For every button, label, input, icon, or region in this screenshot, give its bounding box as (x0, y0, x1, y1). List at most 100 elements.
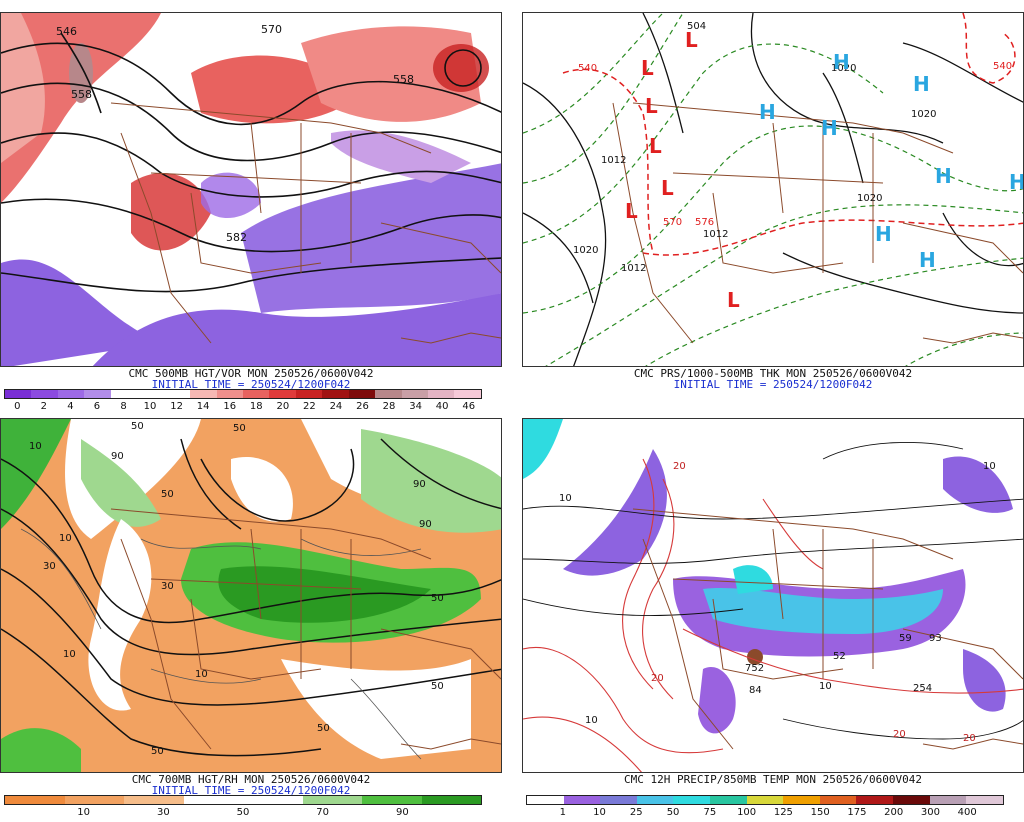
pressure-map-graphic: 540 1020 1012 1020 1012 570 576 1012 102… (523, 13, 1023, 366)
colorbar-tick-label: 8 (120, 401, 127, 412)
low-pressure-center: L (625, 199, 638, 223)
contour-label: 540 (993, 61, 1012, 72)
colorbar-swatch (242, 390, 270, 398)
colorbar-tick-label: 50 (666, 807, 680, 818)
panel-700mb-humidity: 10 50 90 50 10 30 50 90 50 10 50 30 50 1… (0, 418, 502, 822)
colorbar-swatch (137, 390, 164, 398)
low-pressure-center: L (685, 28, 698, 52)
contour-label: 504 (687, 21, 706, 32)
colorbar-tick-label: 28 (382, 401, 396, 412)
colorbar-swatch (375, 390, 402, 398)
colorbar-tick-label: 26 (356, 401, 369, 412)
contour-label: 10 (585, 715, 598, 726)
contour-label: 90 (419, 519, 432, 530)
high-pressure-center: H (919, 248, 936, 272)
contour-label: 50 (317, 723, 330, 734)
low-pressure-center: L (645, 94, 658, 118)
contour-label: 10 (29, 441, 42, 452)
low-pressure-center: L (641, 56, 654, 80)
vorticity-colorbar-ticks: 0 2 4 6 8 10 12 14 16 18 20 22 24 26 28 34 40 46 (0, 401, 502, 415)
panel-title: CMC 500MB HGT/VOR MON 250526/0600V042 (128, 367, 374, 380)
contour-label: 1020 (573, 245, 598, 256)
contour-label: 10 (983, 461, 996, 472)
colorbar-tick-label: 150 (810, 807, 830, 818)
colorbar-swatch (563, 796, 601, 804)
colorbar-swatch (428, 390, 455, 398)
panel-precip-850mb-temp: 20 10 20 10 20 10 20 10 752 84 254 52 59… (522, 418, 1024, 822)
colorbar-swatch (64, 796, 124, 804)
contour-label: 50 (431, 593, 444, 604)
contour-label: 20 (963, 733, 976, 744)
contour-label: 30 (43, 561, 56, 572)
colorbar-tick-label: 2 (40, 401, 48, 412)
high-pressure-center: H (821, 116, 838, 140)
map-500mb-vorticity: 546 558 570 558 582 (0, 12, 502, 367)
contour-label: 20 (673, 461, 686, 472)
contour-label: 1020 (831, 63, 856, 74)
colorbar-tick-label: 10 (143, 401, 157, 412)
contour-label: 50 (131, 421, 144, 432)
colorbar-swatch (295, 390, 323, 398)
panel-500mb-vorticity: 546 558 570 558 582 CMC 500MB HGT/VOR MO… (0, 12, 502, 416)
colorbar-swatch (190, 390, 217, 398)
colorbar-swatch (929, 796, 967, 804)
colorbar-tick-label: 18 (249, 401, 263, 412)
colorbar-tick-label: 100 (737, 807, 757, 818)
colorbar-tick-label: 400 (957, 807, 977, 818)
precip-amount-label: 59 (899, 633, 912, 644)
panel-pressure-thickness: 540 1020 1012 1020 1012 570 576 1012 102… (522, 12, 1024, 416)
map-pressure-thickness: 540 1020 1012 1020 1012 570 576 1012 102… (522, 12, 1024, 367)
vorticity-colorbar (4, 389, 482, 399)
precip-amount-label: 752 (745, 663, 764, 674)
high-pressure-center: H (759, 100, 776, 124)
colorbar-swatch (636, 796, 674, 804)
colorbar-swatch (216, 390, 243, 398)
map-precipitation: 20 10 20 10 20 10 20 10 752 84 254 52 59… (522, 418, 1024, 773)
precip-amount-label: 84 (749, 685, 762, 696)
contour-label: 558 (71, 88, 92, 101)
humidity-map-graphic: 10 50 90 50 10 30 50 90 50 10 50 30 50 1… (1, 419, 501, 772)
colorbar-swatch (5, 796, 65, 804)
colorbar-tick-label: 10 (593, 807, 606, 818)
contour-label: 10 (59, 533, 72, 544)
contour-label: 50 (161, 489, 174, 500)
low-pressure-center: L (649, 134, 662, 158)
contour-label: 546 (56, 25, 77, 38)
precip-amount-label: 254 (913, 683, 932, 694)
colorbar-tick-label: 1 (559, 807, 566, 818)
contour-label: 570 (261, 23, 282, 36)
vorticity-map-graphic: 546 558 570 558 582 (1, 13, 501, 366)
colorbar-swatch (302, 796, 362, 804)
contour-label: 558 (393, 73, 414, 86)
high-pressure-center: H (935, 164, 952, 188)
colorbar-swatch (856, 796, 894, 804)
contour-label: 90 (111, 451, 124, 462)
contour-label: 10 (819, 681, 832, 692)
contour-label: 570 (663, 217, 682, 228)
precip-amount-label: 52 (833, 651, 846, 662)
colorbar-tick-label: 4 (67, 401, 74, 412)
colorbar-swatch (527, 796, 564, 804)
precip-map-graphic: 20 10 20 10 20 10 20 10 752 84 254 52 59… (523, 419, 1023, 772)
contour-label: 1012 (621, 263, 646, 274)
contour-label: 540 (578, 63, 597, 74)
colorbar-tick-label: 40 (435, 401, 449, 412)
colorbar-swatch (124, 796, 184, 804)
contour-label: 20 (893, 729, 906, 740)
colorbar-tick-label: 14 (196, 401, 210, 412)
colorbar-swatch (31, 390, 58, 398)
contour-label: 1020 (911, 109, 936, 120)
humidity-colorbar-ticks: 10 30 50 70 90 (0, 807, 502, 821)
contour-label: 50 (233, 423, 246, 434)
colorbar-tick-label: 20 (276, 401, 290, 412)
precip-amount-label: 93 (929, 633, 942, 644)
colorbar-swatch (110, 390, 138, 398)
high-pressure-center: H (875, 222, 892, 246)
colorbar-swatch (710, 796, 747, 804)
high-pressure-center: H (913, 72, 930, 96)
colorbar-swatch (57, 390, 85, 398)
colorbar-tick-label: 50 (236, 807, 250, 818)
colorbar-swatch (600, 796, 637, 804)
contour-label: 10 (63, 649, 76, 660)
colorbar-tick-label: 34 (409, 401, 422, 412)
